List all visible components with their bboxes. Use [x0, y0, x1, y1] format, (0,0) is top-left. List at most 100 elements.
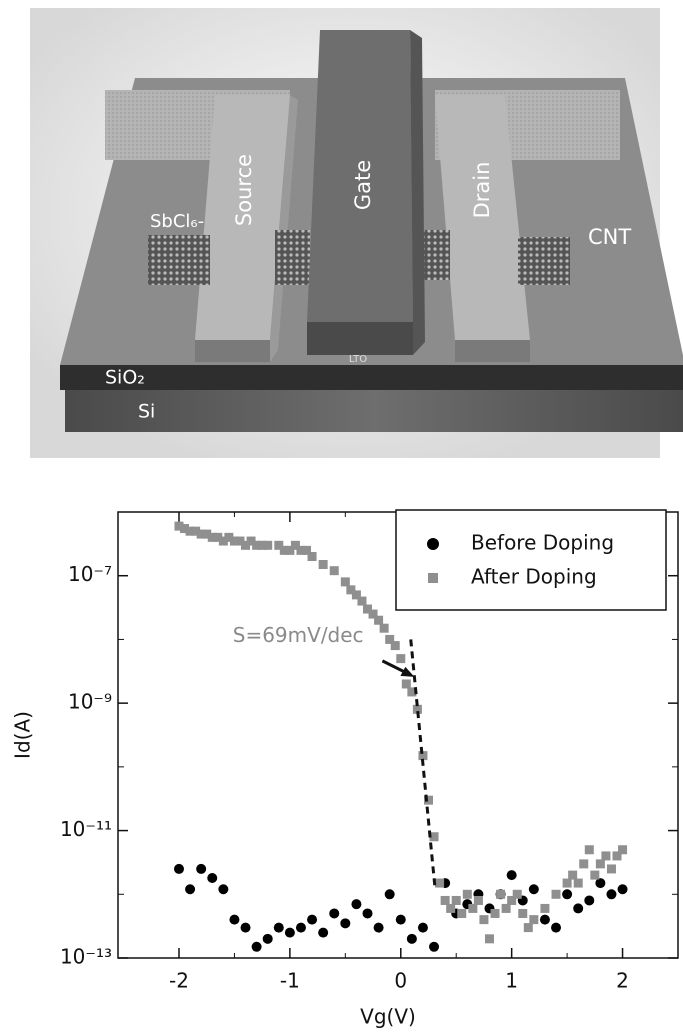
data-point [340, 918, 350, 928]
chart: -2-101210⁻¹³10⁻¹¹10⁻⁹10⁻⁷Vg(V)Id(A)S=69m… [11, 510, 679, 1029]
legend-label: After Doping [471, 565, 597, 589]
data-point [502, 904, 511, 913]
annotation: S=69mV/dec [233, 623, 364, 647]
data-point [601, 851, 610, 860]
data-point [446, 904, 455, 913]
data-point [263, 934, 273, 944]
x-tick-label: -2 [169, 969, 189, 993]
data-point [551, 923, 561, 933]
figure: SbCl₆- Source Gate Drain CNT SiO₂ Si LTO… [0, 0, 683, 1032]
y-tick-label: 10⁻¹³ [60, 945, 112, 969]
data-point [529, 915, 538, 924]
data-point [218, 884, 228, 894]
data-point [351, 899, 361, 909]
data-point [185, 884, 195, 894]
data-point [363, 908, 373, 918]
data-point [296, 923, 306, 933]
si-layer [65, 390, 683, 432]
data-point [496, 890, 505, 899]
data-point [241, 923, 251, 933]
data-point [196, 864, 206, 874]
data-point [584, 895, 594, 905]
cnt [148, 235, 210, 285]
data-point [374, 923, 384, 933]
data-point [380, 624, 389, 633]
data-point [274, 923, 284, 933]
cnt-label: CNT [588, 225, 631, 249]
data-point [174, 864, 184, 874]
gate-front [307, 322, 413, 355]
data-point [590, 871, 599, 880]
legend-label: Before Doping [471, 531, 614, 555]
data-point [357, 597, 366, 606]
sbcl6-label: SbCl₆- [150, 211, 204, 232]
data-point [491, 909, 500, 918]
data-point [529, 884, 539, 894]
data-point [574, 879, 583, 888]
data-point [252, 942, 262, 952]
data-point [618, 845, 627, 854]
y-tick-label: 10⁻⁹ [68, 690, 112, 714]
data-point [285, 928, 295, 938]
data-point [207, 873, 217, 883]
data-point [607, 864, 616, 873]
data-point [579, 859, 588, 868]
data-point [329, 908, 339, 918]
data-point [396, 654, 405, 663]
drain-label: Drain [470, 162, 494, 219]
data-point [341, 577, 350, 586]
data-point [563, 879, 572, 888]
data-point [540, 904, 549, 913]
y-tick-label: 10⁻⁷ [68, 562, 112, 586]
data-point [374, 616, 383, 625]
data-point [441, 896, 450, 905]
legend-marker [427, 538, 439, 550]
data-point [396, 915, 406, 925]
cnt [275, 230, 310, 285]
data-point [319, 560, 328, 569]
source-front [195, 340, 270, 362]
data-point [585, 845, 594, 854]
data-point [485, 934, 494, 943]
y-axis-label: Id(A) [11, 711, 35, 759]
fit-line [411, 639, 435, 889]
data-point [308, 552, 317, 561]
data-point [391, 641, 400, 650]
data-point [402, 679, 411, 688]
data-point [618, 884, 628, 894]
lto-label: LTO [349, 354, 367, 365]
data-point [330, 566, 339, 575]
gate-label: Gate [351, 160, 375, 210]
data-point [418, 923, 428, 933]
data-point [435, 879, 444, 888]
data-point [385, 889, 395, 899]
data-point [474, 896, 483, 905]
device-diagram: SbCl₆- Source Gate Drain CNT SiO₂ Si LTO [30, 8, 683, 458]
data-point [263, 541, 272, 550]
data-point [429, 942, 439, 952]
data-point [540, 915, 550, 925]
x-axis-label: Vg(V) [360, 1005, 416, 1029]
data-point [307, 915, 317, 925]
data-point [552, 890, 561, 899]
sio2-layer [60, 365, 683, 390]
data-point [573, 903, 583, 913]
x-tick-label: 2 [616, 969, 629, 993]
data-point [468, 904, 477, 913]
data-point [457, 909, 466, 918]
data-point [518, 909, 527, 918]
data-point [606, 889, 616, 899]
si-label: Si [138, 401, 155, 423]
data-point [596, 859, 605, 868]
data-point [229, 915, 239, 925]
drain-front [455, 340, 530, 362]
data-point [452, 896, 461, 905]
cnt [518, 237, 570, 285]
data-point [562, 889, 572, 899]
data-point [507, 870, 517, 880]
data-point [524, 923, 533, 932]
legend-marker [428, 573, 438, 583]
y-tick-label: 10⁻¹¹ [60, 817, 112, 841]
sio2-label: SiO₂ [105, 367, 145, 389]
data-point [513, 890, 522, 899]
